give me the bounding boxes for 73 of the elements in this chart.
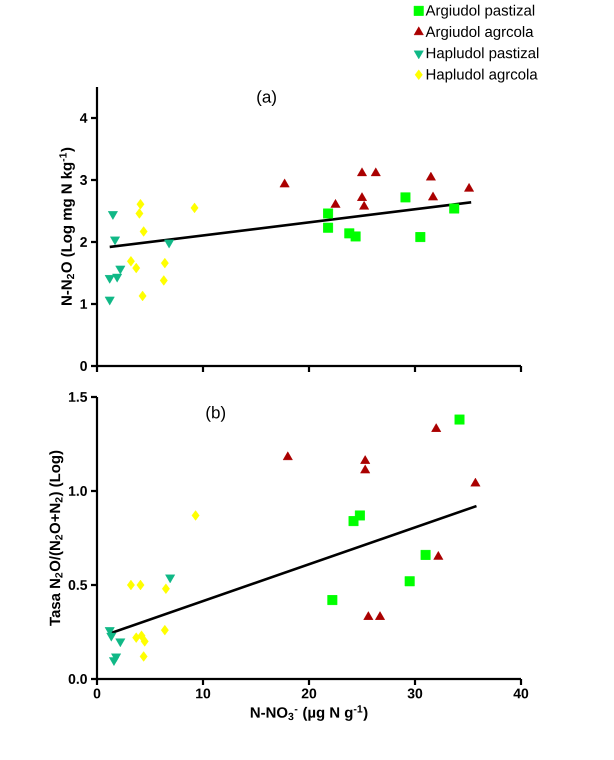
x-tick-label: 20	[302, 688, 316, 698]
x-tick-label: 30	[408, 688, 422, 698]
point	[431, 423, 442, 432]
point	[160, 258, 169, 268]
point	[415, 232, 426, 242]
point	[354, 510, 365, 520]
point	[136, 580, 144, 590]
point	[108, 657, 119, 666]
y-tick-label: 4	[80, 113, 88, 123]
point	[162, 584, 170, 594]
x-tick-label: 10	[196, 688, 210, 698]
point	[115, 266, 126, 274]
y-tick-label: 0	[80, 361, 87, 371]
point	[360, 464, 370, 474]
point	[449, 204, 460, 214]
point	[400, 192, 410, 202]
point	[470, 478, 480, 486]
point	[164, 240, 174, 248]
point	[135, 208, 144, 219]
point	[104, 275, 115, 284]
point	[140, 226, 148, 237]
point	[192, 510, 200, 521]
point	[323, 208, 334, 218]
point	[115, 638, 126, 648]
point	[160, 624, 169, 636]
point	[282, 451, 293, 460]
point	[132, 262, 140, 274]
point	[160, 275, 168, 286]
y-tick-label: 2	[80, 237, 87, 247]
point	[350, 231, 361, 242]
y-axis-title: N-N$_{2}$O (Log mg N kg$^{-1}$)	[59, 148, 75, 305]
point	[110, 236, 120, 246]
point	[428, 192, 438, 200]
annotation: (b)	[206, 406, 226, 422]
point	[106, 632, 116, 642]
y-tick-label: 0.0	[68, 674, 87, 684]
point	[404, 576, 415, 586]
point	[126, 256, 135, 266]
point	[357, 167, 367, 176]
x-tick-label: 0	[94, 688, 100, 698]
point	[359, 200, 370, 210]
point	[126, 580, 135, 590]
point	[136, 198, 144, 210]
point	[138, 290, 147, 302]
y-axis-title: Tasa N$_{2}$O/(N$_{2}$O+N$_{2}$) (Log)	[49, 450, 64, 626]
point	[140, 636, 149, 647]
legend-label: Hapludol agrcola	[426, 68, 538, 83]
point	[190, 202, 198, 214]
y-tick-label: 3	[80, 175, 87, 185]
y-tick-label: 0.5	[68, 580, 88, 590]
point	[280, 178, 290, 188]
legend-label: Argiudol pastizal	[426, 4, 534, 19]
point	[330, 199, 340, 208]
point	[323, 222, 334, 233]
x-tick-label: 40	[513, 688, 528, 698]
annotation: (a)	[257, 90, 276, 106]
point	[357, 192, 367, 201]
point	[112, 274, 122, 282]
point	[104, 296, 115, 306]
y-tick-label: 1.5	[68, 392, 88, 402]
y-tick-label: 1.0	[68, 486, 87, 496]
legend-label: Argiudol agrcola	[426, 26, 534, 40]
x-axis-title: N-NO$_{3}$$^{-}$ (µg N g$^{-1}$)	[250, 705, 368, 721]
point	[426, 172, 436, 180]
point	[370, 167, 381, 176]
point	[420, 550, 431, 560]
legend-label: Hapludol pastizal	[426, 47, 538, 62]
point	[360, 455, 370, 464]
point	[327, 595, 338, 606]
point	[433, 551, 444, 560]
point	[464, 182, 474, 192]
point	[140, 651, 148, 662]
y-tick-label: 1	[80, 299, 88, 309]
